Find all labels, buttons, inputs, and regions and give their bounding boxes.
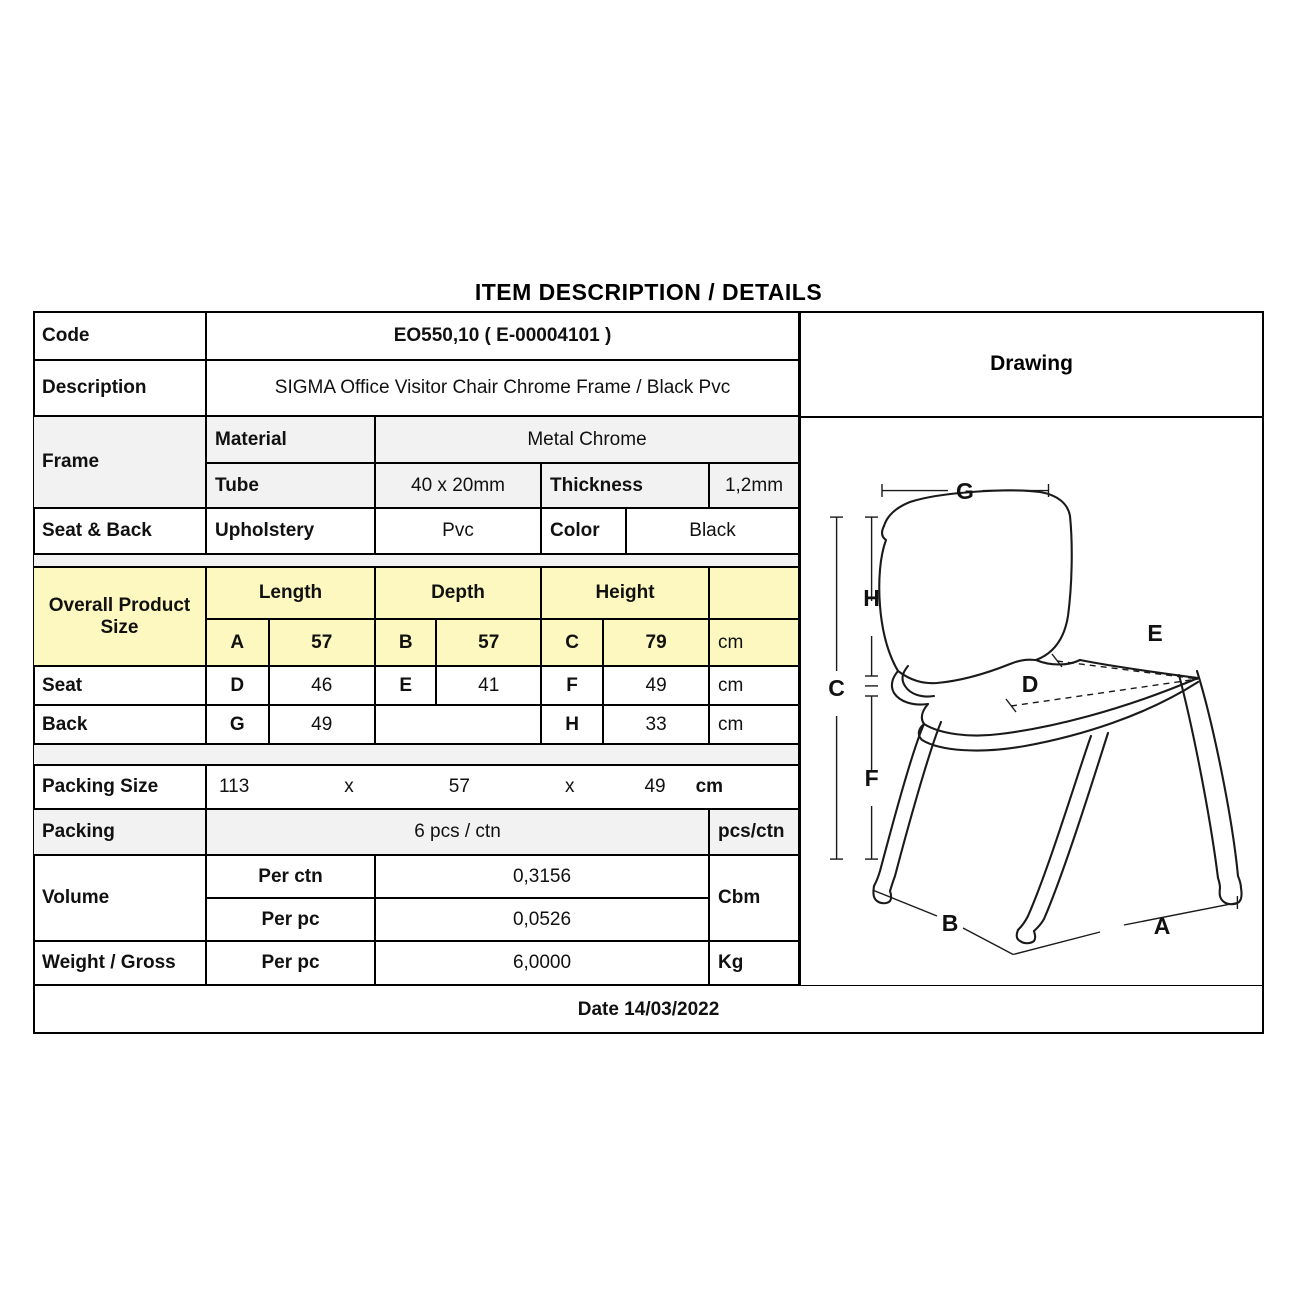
svg-text:F: F xyxy=(865,765,879,791)
svg-text:E: E xyxy=(1147,620,1162,646)
svg-text:D: D xyxy=(1022,671,1039,697)
svg-text:A: A xyxy=(1154,913,1171,939)
svg-text:B: B xyxy=(942,910,959,936)
svg-text:G: G xyxy=(956,478,974,504)
svg-text:C: C xyxy=(828,675,845,701)
svg-text:H: H xyxy=(863,585,880,611)
